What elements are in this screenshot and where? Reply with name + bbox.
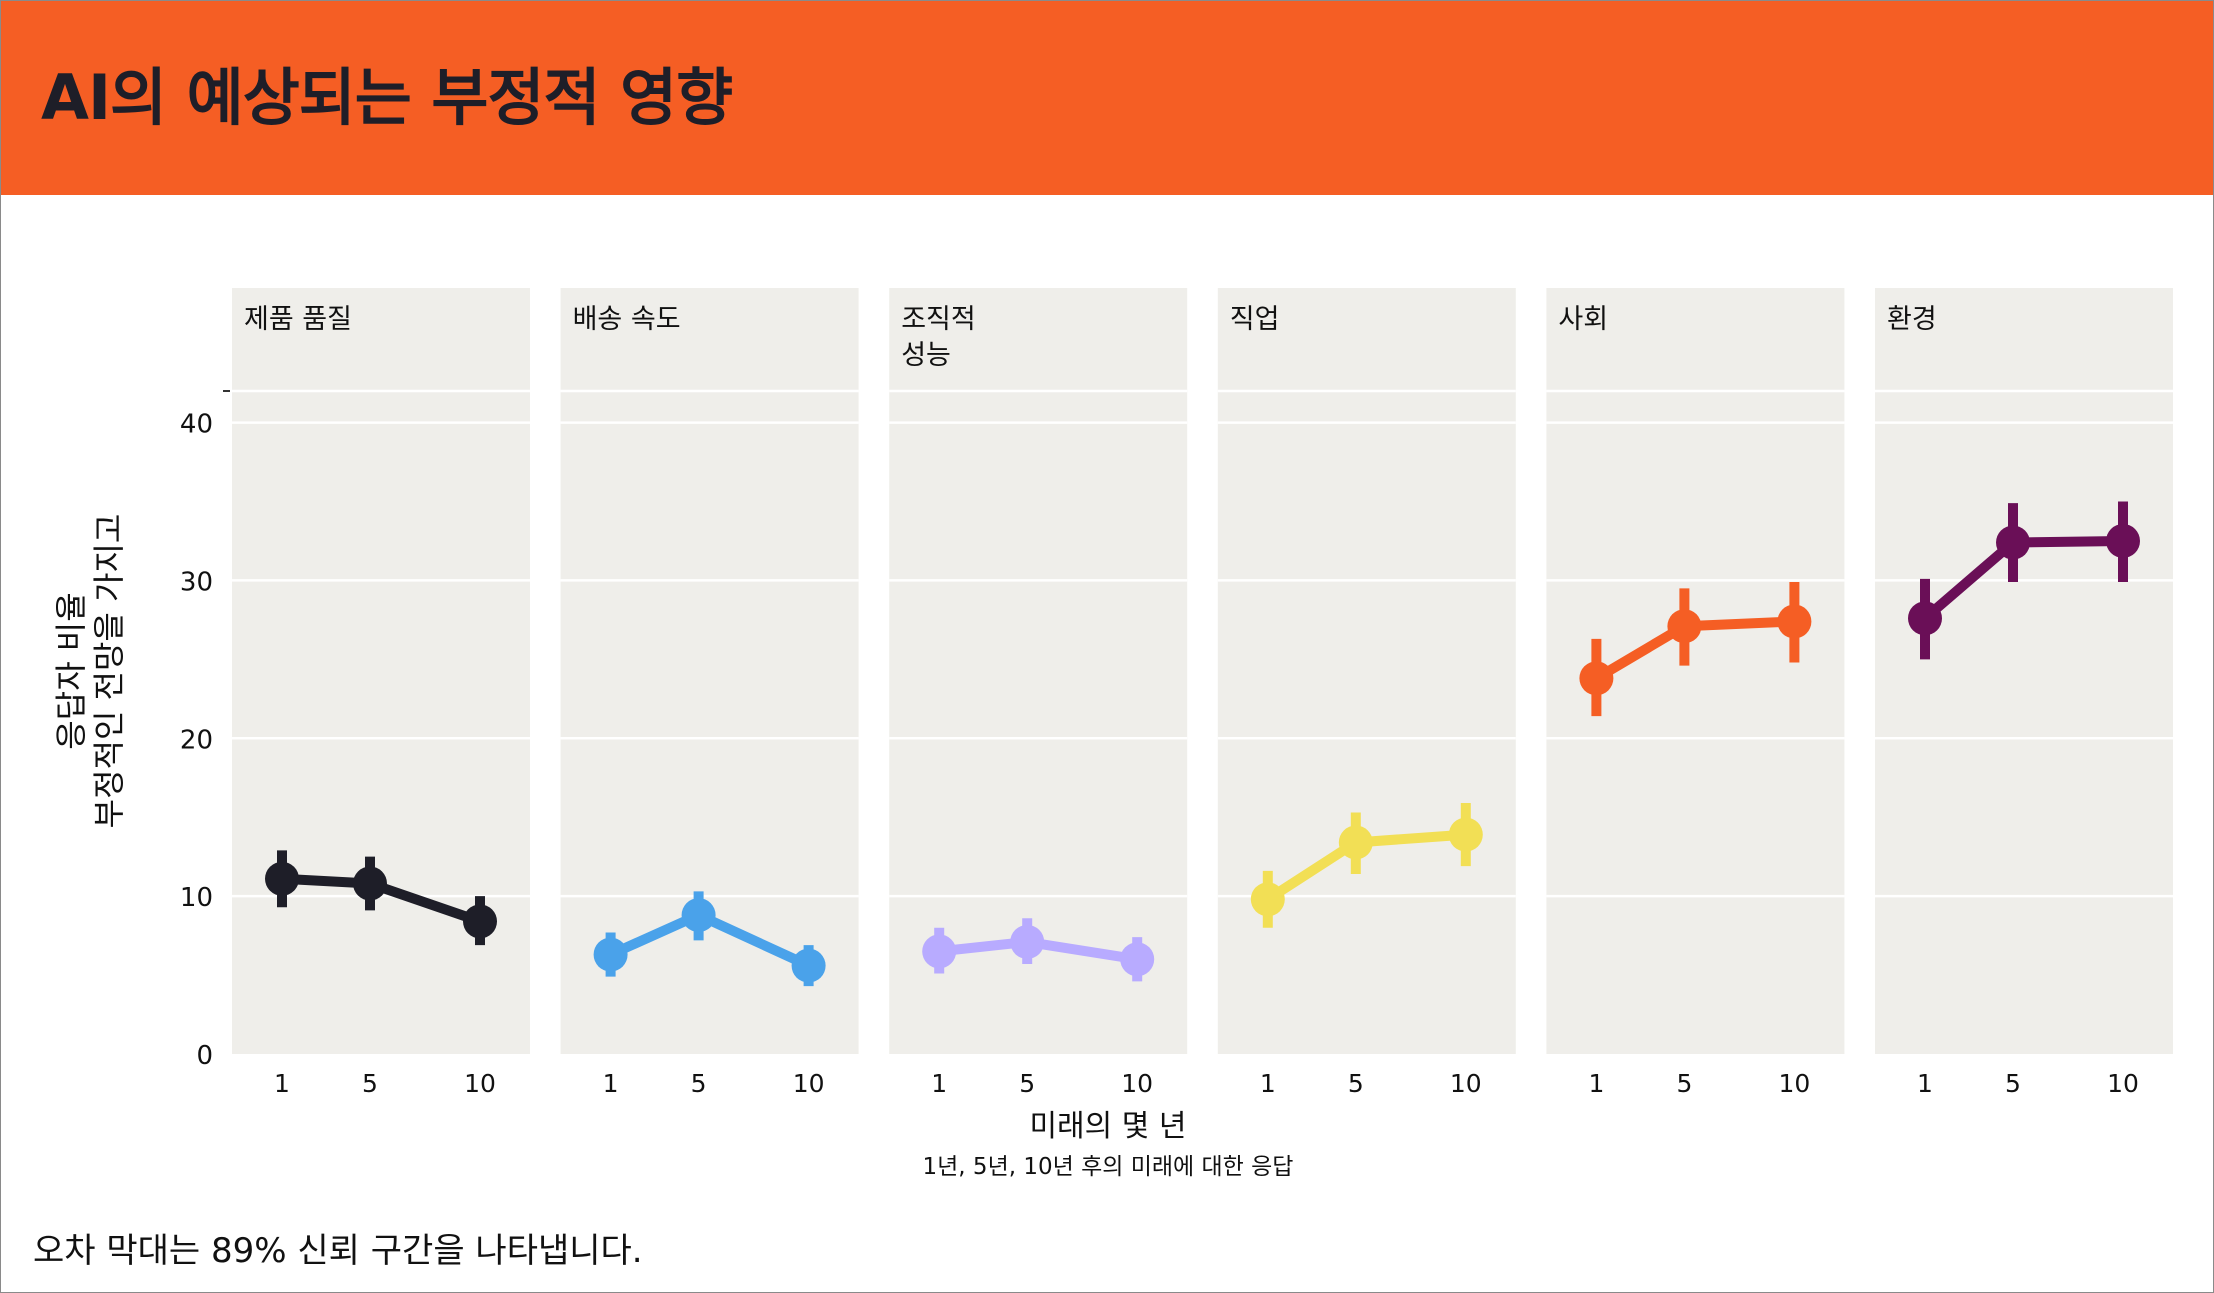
data-point: [1338, 825, 1373, 860]
data-point: [1448, 817, 1483, 852]
x-tick-label: 5: [1019, 1069, 1035, 1098]
data-point: [2106, 523, 2140, 558]
x-tick-label: 10: [1778, 1069, 1810, 1098]
panel-background: [1875, 288, 2173, 1054]
y-tick-label: 0: [196, 1041, 213, 1071]
title-banner: AI의 예상되는 부정적 영향: [1, 1, 2213, 195]
data-point: [1010, 924, 1045, 959]
x-tick-label: 5: [2005, 1069, 2021, 1098]
data-point: [593, 937, 628, 972]
x-tick-label: 5: [1676, 1069, 1692, 1098]
panel-background: [889, 288, 1188, 1054]
facet-panel: 환경 1 5 10: [1875, 288, 2173, 1098]
data-point: [1908, 601, 1942, 636]
x-tick-label: 10: [793, 1069, 825, 1098]
panel-background: [232, 288, 530, 1054]
chart-title: AI의 예상되는 부정적 영향: [41, 61, 733, 134]
facet-title: 직업: [1230, 304, 1280, 335]
y-tick-label: 30: [180, 567, 213, 597]
y-axis-label: 응답자 비율 부정적인 전망을 가지고: [52, 514, 128, 829]
y-tick-label: 20: [180, 725, 213, 755]
x-tick-label: 1: [274, 1069, 290, 1098]
y-tick-label: 40: [180, 410, 213, 440]
facet-title: 제품 품질: [244, 304, 352, 335]
x-axis-sublabel: 1년, 5년, 10년 후의 미래에 대한 응답: [923, 1154, 1294, 1180]
x-tick-label: 10: [2107, 1069, 2139, 1098]
data-point: [265, 861, 299, 896]
facet-title: 배송 속도: [573, 304, 681, 335]
facet-title: 환경: [1887, 304, 1937, 335]
data-point: [791, 948, 826, 983]
facet-panel: 배송 속도 1 5 10: [560, 288, 859, 1098]
data-point: [353, 866, 387, 901]
x-tick-label: 10: [1121, 1069, 1153, 1098]
data-point: [922, 934, 957, 969]
facet-title: 조직적: [901, 304, 976, 335]
footnote: 오차 막대는 89% 신뢰 구간을 나타냅니다.: [33, 1231, 643, 1271]
x-tick-label: 1: [1588, 1069, 1604, 1098]
x-tick-label: 10: [464, 1069, 496, 1098]
data-point: [1996, 525, 2030, 560]
facet-title: 성능: [901, 340, 951, 371]
x-tick-label: 1: [1917, 1069, 1933, 1098]
y-tick-label: 10: [180, 883, 213, 913]
x-tick-label: 5: [1348, 1069, 1364, 1098]
facet-panel: 직업 1 5 10: [1217, 288, 1516, 1098]
y-axis-label-line: 응답자 비율: [52, 592, 90, 749]
x-tick-label: 10: [1450, 1069, 1482, 1098]
facet-panel: 제품 품질 1 5 10: [232, 288, 530, 1098]
x-tick-label: 1: [603, 1069, 619, 1098]
facet-title: 사회: [1558, 304, 1608, 335]
x-tick-label: 1: [1260, 1069, 1276, 1098]
y-axis-label-line: 부정적인 전망을 가지고: [90, 514, 128, 829]
data-point: [1777, 604, 1812, 639]
data-point: [1120, 942, 1155, 977]
x-tick-label: 5: [691, 1069, 707, 1098]
x-tick-label: 5: [362, 1069, 378, 1098]
x-tick-label: 1: [931, 1069, 947, 1098]
data-point: [463, 904, 497, 939]
data-point: [1667, 609, 1702, 644]
y-axis: 0 10 20 30 40 응답자 비율 부정적인 전망을 가지고: [52, 390, 230, 1071]
data-point: [1250, 882, 1285, 917]
data-point: [1579, 661, 1614, 696]
x-axis-label: 미래의 몇 년: [1029, 1109, 1186, 1144]
facet-panel: 사회 1 5 10: [1546, 288, 1845, 1098]
data-point: [681, 898, 716, 933]
panel-background: [1217, 288, 1516, 1054]
